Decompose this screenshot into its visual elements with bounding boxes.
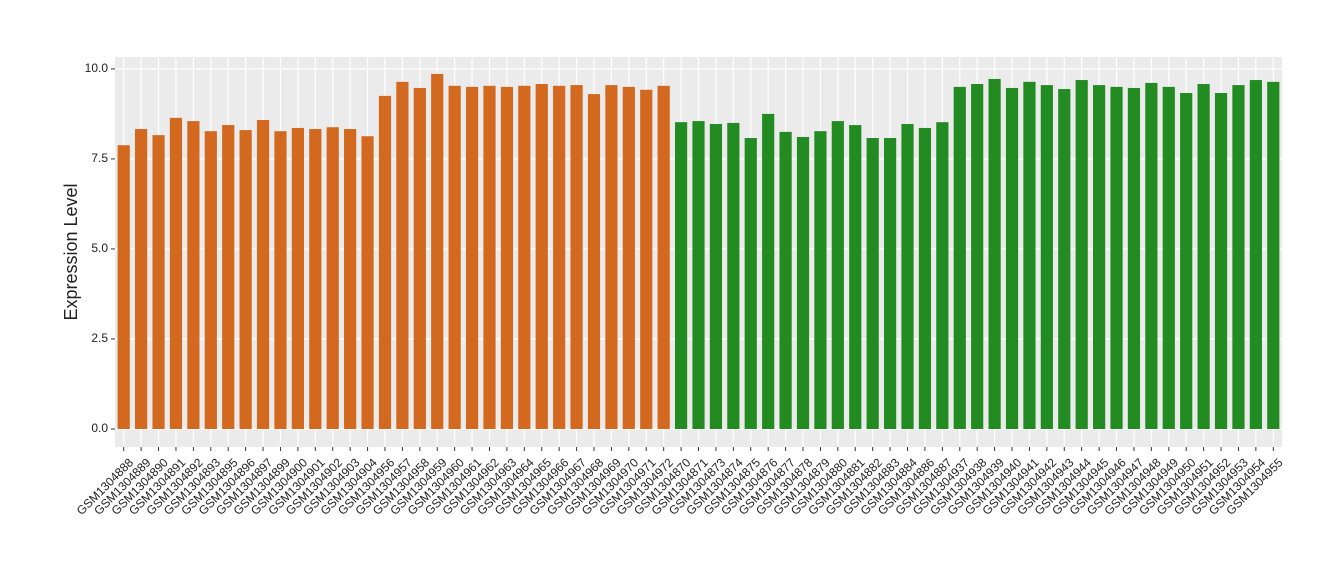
bar <box>1162 86 1175 429</box>
bar <box>222 125 235 429</box>
bar <box>901 123 914 429</box>
bar <box>152 135 165 429</box>
y-tick-label: 0.0 <box>91 421 108 435</box>
bar <box>483 85 496 429</box>
bar <box>187 121 200 429</box>
bar <box>936 122 949 429</box>
bar <box>1040 85 1053 429</box>
y-tick-label: 7.5 <box>91 151 108 165</box>
bar <box>1005 87 1019 429</box>
bar <box>953 86 966 429</box>
bar <box>396 81 409 429</box>
bar <box>169 117 183 429</box>
bar <box>326 127 339 429</box>
bar <box>605 85 618 429</box>
bar <box>884 138 897 429</box>
bar <box>1249 80 1262 429</box>
bar <box>500 86 513 429</box>
y-tick-label: 2.5 <box>91 331 108 345</box>
bar <box>762 113 775 429</box>
bar <box>779 131 792 429</box>
bar <box>204 131 217 429</box>
bar <box>831 121 844 429</box>
bar <box>640 89 653 429</box>
bar <box>727 122 740 429</box>
bar <box>709 123 723 429</box>
bar <box>344 129 357 429</box>
bar <box>1075 80 1088 429</box>
bar <box>361 136 374 429</box>
bar <box>1180 93 1193 429</box>
bar <box>518 85 531 429</box>
bar <box>971 84 984 429</box>
bar <box>535 84 548 429</box>
bar <box>988 78 1001 429</box>
bar <box>1267 81 1280 429</box>
bar <box>587 94 601 429</box>
bar <box>117 145 130 429</box>
bar <box>1214 93 1228 429</box>
bar <box>309 129 322 429</box>
bar <box>570 85 583 429</box>
bar <box>814 131 827 429</box>
bar <box>448 85 461 429</box>
bar <box>378 95 392 429</box>
bar <box>744 138 757 429</box>
bar <box>239 130 252 429</box>
bar <box>1093 85 1106 429</box>
bar <box>849 125 862 429</box>
bar <box>1145 82 1158 429</box>
bar <box>291 127 304 429</box>
bar <box>274 131 287 429</box>
bar <box>692 121 705 429</box>
y-tick-label: 10.0 <box>85 61 109 75</box>
y-tick-label: 5.0 <box>91 241 108 255</box>
bar <box>553 85 566 429</box>
bar <box>256 120 270 429</box>
bar <box>1232 85 1245 429</box>
bar <box>1197 84 1210 429</box>
bar <box>413 87 426 429</box>
bar <box>657 85 670 429</box>
bar <box>1023 81 1036 429</box>
bar <box>465 86 479 429</box>
bar <box>1127 87 1141 429</box>
bar <box>866 138 879 429</box>
bar <box>622 86 635 429</box>
bar <box>135 129 148 429</box>
bar <box>796 136 810 429</box>
bar <box>674 122 688 429</box>
bar <box>918 127 932 429</box>
bar <box>1058 89 1071 429</box>
bar <box>1110 86 1123 429</box>
bar <box>431 73 444 429</box>
y-axis-label: Expression Level <box>61 183 81 320</box>
